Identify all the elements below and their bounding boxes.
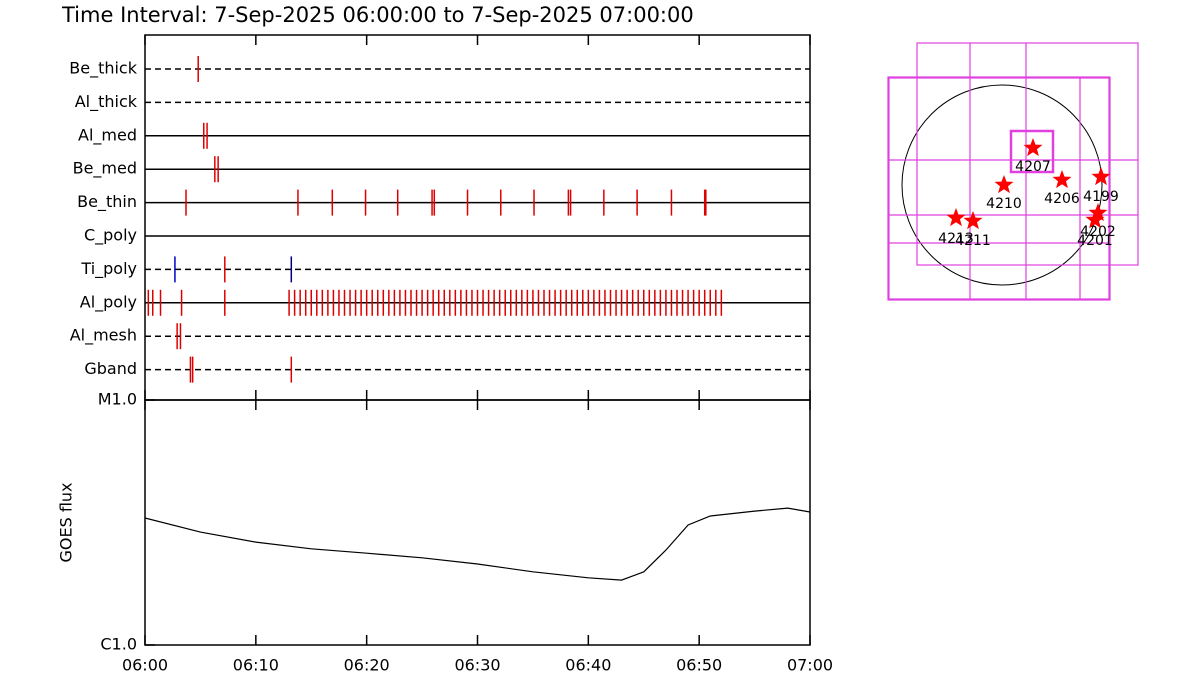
row-label: Ti_poly <box>80 259 137 279</box>
row-label: Al_poly <box>80 292 137 312</box>
row-label: C_poly <box>84 226 137 246</box>
ar-label: 4202 <box>1080 224 1116 240</box>
row-label: Al_thick <box>75 92 138 112</box>
fov-box <box>1009 129 1055 174</box>
fov-box <box>888 77 1110 300</box>
ar-star <box>994 175 1014 194</box>
ar-label: 4207 <box>1015 159 1051 175</box>
ar-star <box>1088 203 1108 222</box>
y-axis-label: GOES flux <box>57 482 76 562</box>
solar-disk <box>901 84 1103 286</box>
row-label: Be_med <box>73 159 137 179</box>
x-tick-label: 06:10 <box>233 656 279 675</box>
x-tick-label: 06:20 <box>344 656 390 675</box>
fov-box <box>916 42 1139 266</box>
ar-star <box>1085 210 1105 229</box>
row-label: Be_thick <box>69 59 137 79</box>
x-tick-label: 07:00 <box>787 656 833 675</box>
ar-star <box>1023 138 1043 157</box>
fov-box <box>887 76 1111 301</box>
y-tick-label: C1.0 <box>100 635 137 654</box>
goes-curve <box>144 507 811 581</box>
ar-star <box>1052 170 1072 189</box>
ar-label: 4206 <box>1044 191 1080 207</box>
ar-star <box>963 211 983 230</box>
fov-boxes <box>887 42 1139 301</box>
ar-label: 4210 <box>986 196 1022 212</box>
sun-map <box>887 42 1139 301</box>
x-tick-label: 06:50 <box>676 656 722 675</box>
ar-label: 4199 <box>1083 189 1119 205</box>
ar-label: 4213 <box>938 231 974 247</box>
timeline-frame <box>144 34 811 401</box>
ar-label: 4211 <box>955 233 991 249</box>
row-label: Al_med <box>78 125 137 145</box>
ar-label: 4201 <box>1077 233 1113 249</box>
row-label: Al_mesh <box>70 326 137 346</box>
x-tick-label: 06:30 <box>454 656 500 675</box>
goes-frame <box>144 399 811 646</box>
page-title: Time Interval: 7-Sep-2025 06:00:00 to 7-… <box>61 3 694 27</box>
row-label: Be_thin <box>77 192 137 212</box>
ar-star <box>1091 167 1111 186</box>
x-tick-label: 06:00 <box>122 656 168 675</box>
y-tick-label: M1.0 <box>98 390 137 409</box>
x-tick-label: 06:40 <box>565 656 611 675</box>
row-label: Gband <box>84 359 137 378</box>
ar-star <box>946 208 966 227</box>
